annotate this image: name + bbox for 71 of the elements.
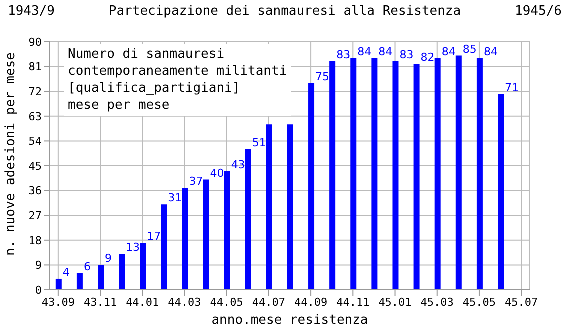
data-label: 83	[400, 48, 414, 62]
y-tick-label: 9	[35, 259, 42, 272]
x-tick-label: 45.05	[462, 296, 496, 309]
bar	[266, 124, 272, 290]
y-tick-label: 90	[28, 36, 42, 49]
bar	[456, 56, 462, 290]
x-tick-label: 43.09	[42, 296, 75, 309]
x-tick-label: 44.09	[294, 296, 328, 309]
y-tick-label: 54	[28, 135, 42, 148]
x-tick-label: 45.03	[420, 296, 454, 309]
bar	[308, 83, 315, 290]
bar	[372, 58, 378, 290]
y-tick-label: 18	[28, 234, 42, 248]
y-tick-label: 36	[28, 184, 42, 198]
bar	[161, 204, 168, 290]
y-tick-label: 72	[28, 86, 42, 99]
y-tick-label: 45	[28, 160, 42, 173]
x-tick-label: 44.01	[126, 296, 160, 309]
data-label: 71	[505, 81, 519, 94]
bar	[392, 61, 399, 290]
text: 1943/9	[8, 4, 55, 19]
x-tick-label: 43.11	[84, 296, 118, 309]
bar	[414, 64, 420, 290]
data-label: 84	[484, 46, 498, 59]
x-tick-label: 44.11	[336, 296, 370, 309]
data-label: 9	[105, 252, 112, 266]
data-label: 83	[336, 48, 351, 62]
bar	[224, 172, 230, 290]
x-tick-label: 44.07	[252, 296, 286, 309]
bar	[350, 58, 357, 290]
bar	[56, 278, 62, 290]
y-tick-label: 27	[28, 210, 42, 223]
x-tick-label: 45.07	[505, 296, 538, 309]
chart-title: Partecipazione dei sanmauresi alla Resistenza	[108, 4, 462, 19]
data-label: 4	[62, 266, 70, 279]
data-label: 37	[189, 175, 204, 188]
data-label: 31	[168, 192, 182, 205]
data-label: 51	[252, 136, 266, 150]
data-label: 84	[442, 46, 456, 59]
y-tick-label: 81	[28, 60, 42, 74]
data-label: 43	[231, 158, 246, 172]
x-tick-label: 44.05	[210, 296, 244, 309]
y-tick-label: 0	[35, 284, 42, 297]
bar	[498, 94, 504, 290]
bar	[140, 243, 146, 290]
data-label: 85	[462, 42, 477, 56]
bar	[76, 273, 83, 290]
data-label: 40	[210, 166, 224, 180]
bar	[182, 188, 188, 290]
bar	[287, 124, 294, 290]
bar	[203, 180, 210, 290]
x-tick-label: 45.01	[378, 296, 412, 309]
bar	[119, 254, 126, 290]
bar	[330, 61, 336, 290]
y-tick-label: 63	[28, 110, 42, 124]
data-label: 84	[378, 46, 393, 59]
bar	[434, 58, 441, 290]
data-label: 75	[316, 70, 330, 84]
y-axis-title: n. nuove adesioni per mese	[4, 52, 19, 256]
note-box: Numero di sanmauresi contemporaneamente militanti [qualifica_partigiani] mese per mese	[64, 44, 292, 116]
x-axis-title: anno.mese resistenza	[212, 313, 368, 328]
bar	[476, 58, 483, 290]
text: 1945/6	[515, 4, 562, 19]
data-label: 13	[126, 241, 140, 254]
bar	[245, 149, 252, 290]
data-label: 84	[358, 46, 372, 59]
data-label: 17	[147, 230, 162, 244]
bar	[98, 265, 104, 290]
data-label: 82	[420, 51, 435, 64]
data-label: 6	[84, 260, 91, 274]
x-tick-label: 44.03	[168, 296, 202, 309]
